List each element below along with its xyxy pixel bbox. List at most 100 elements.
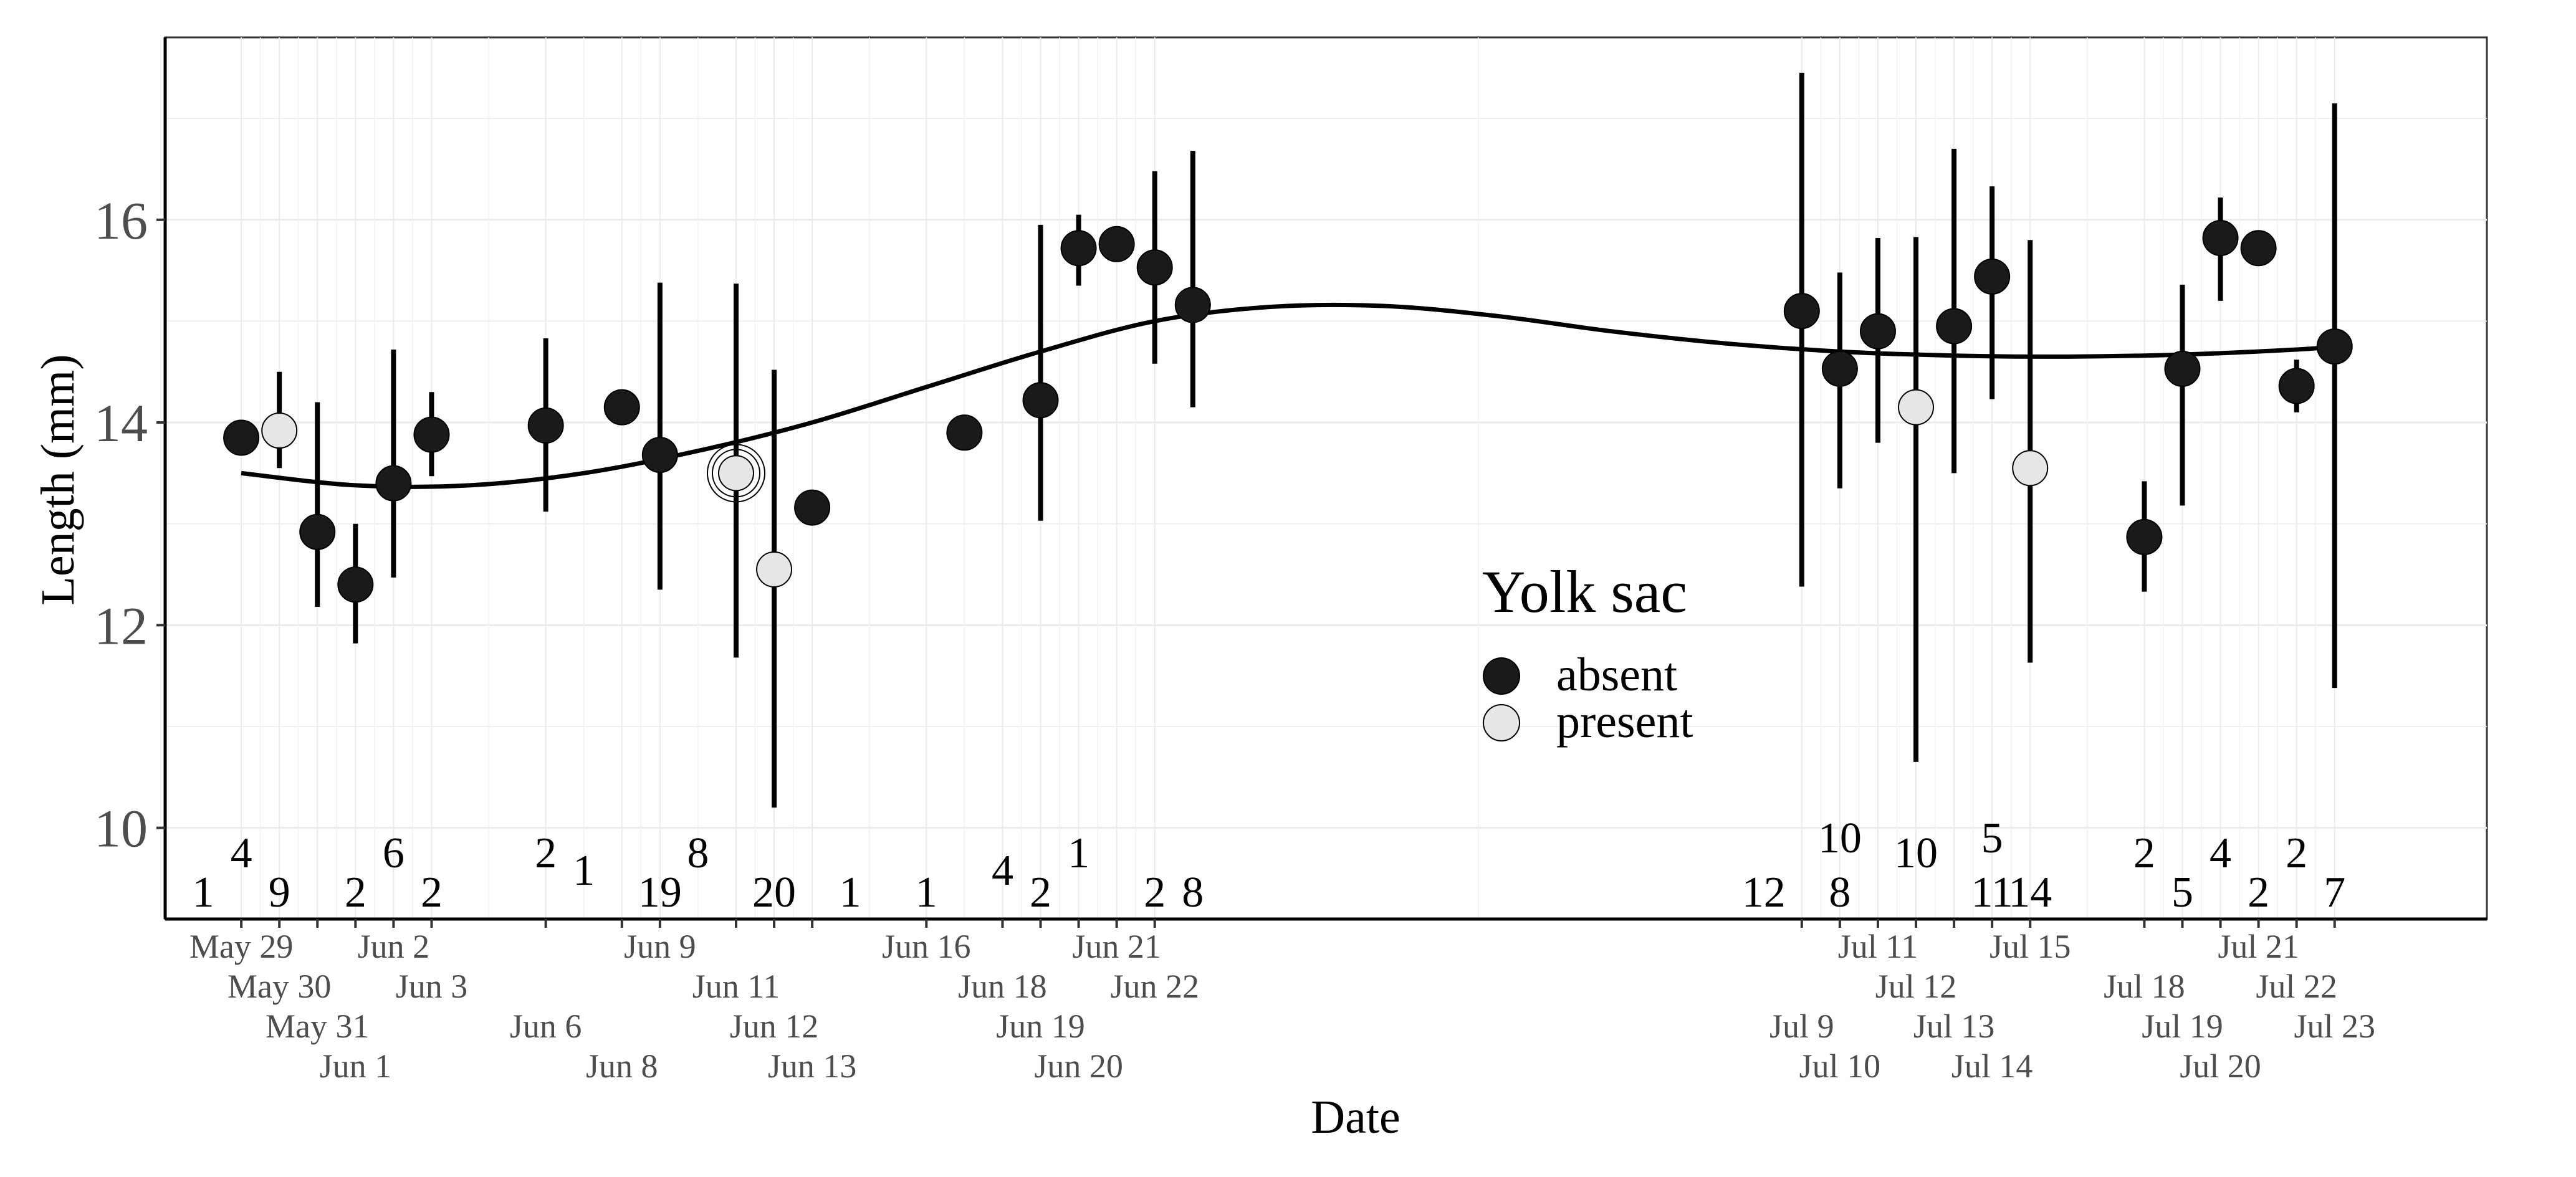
- data-points: [223, 220, 2353, 603]
- point-highlight-ring: [706, 444, 765, 503]
- sample-count-label: 4: [992, 847, 1013, 895]
- x-tick-label: Jun 3: [396, 968, 468, 1005]
- x-tick-label: Jul 11: [1838, 928, 1918, 965]
- data-point-absent: [1783, 293, 1820, 330]
- sample-count-label: 19: [638, 869, 682, 917]
- x-tick-label: Jun 2: [358, 928, 430, 965]
- data-point-absent: [1936, 308, 1973, 345]
- x-tick-label: Jun 1: [320, 1047, 392, 1085]
- x-tick-label: Jul 20: [2180, 1047, 2261, 1085]
- sample-count-label: 2: [345, 869, 366, 917]
- data-point-absent: [794, 489, 831, 526]
- sample-count-label: 20: [752, 869, 796, 917]
- x-tick-label: Jul 22: [2256, 968, 2337, 1005]
- x-tick-label: Jul 12: [1875, 968, 1957, 1005]
- sample-count-label: 14: [2008, 869, 2052, 917]
- data-point-present: [1898, 389, 1935, 426]
- data-point-absent: [1022, 382, 1059, 419]
- x-tick-label: Jun 21: [1072, 928, 1161, 965]
- x-tick-label: Jun 19: [996, 1008, 1085, 1045]
- x-tick-label: Jun 9: [624, 928, 696, 965]
- sample-count-label: 5: [1981, 814, 2003, 862]
- sample-count-label: 1: [916, 869, 937, 917]
- point-highlight-ring: [711, 449, 760, 498]
- legend-key-absent: [1483, 657, 1520, 695]
- sample-count-label: 2: [421, 869, 443, 917]
- sample-count-label: 1: [193, 869, 214, 917]
- sample-count-label: 10: [1818, 814, 1862, 862]
- sample-count-label: 4: [231, 829, 252, 877]
- x-tick-label: May 31: [266, 1008, 369, 1045]
- x-tick-label: Jun 12: [730, 1008, 819, 1045]
- x-tick-label: Jun 11: [692, 968, 780, 1005]
- data-point-present: [717, 455, 754, 492]
- data-point-absent: [375, 465, 412, 502]
- data-point-absent: [413, 416, 450, 453]
- sample-count-label: 2: [1030, 869, 1051, 917]
- data-point-absent: [1060, 230, 1097, 267]
- x-tick-label: Jul 15: [1989, 928, 2071, 965]
- data-point-present: [756, 551, 793, 588]
- x-tick-label: Jul 14: [1951, 1047, 2033, 1085]
- x-tick-label: Jul 19: [2142, 1008, 2223, 1045]
- sample-count-label: 2: [2286, 829, 2307, 877]
- x-tick-label: May 29: [189, 928, 293, 965]
- data-point-absent: [641, 437, 678, 474]
- sample-count-label: 2: [535, 829, 557, 877]
- plot-panel: [164, 36, 2488, 920]
- x-tick-label: Jun 18: [958, 968, 1047, 1005]
- sample-count-label: 1: [840, 869, 861, 917]
- y-tick-labels: 10 12 14 16: [94, 191, 148, 859]
- data-point-absent: [1821, 350, 1858, 387]
- sample-count-label: 2: [2248, 869, 2269, 917]
- sample-count-label: 2: [1144, 869, 1166, 917]
- y-axis-title: Length (mm): [32, 354, 84, 605]
- legend-key-present: [1483, 704, 1520, 741]
- x-tick-label: Jul 18: [2104, 968, 2185, 1005]
- sample-count-label: 9: [269, 869, 290, 917]
- y-tick-label: 12: [94, 596, 148, 655]
- sample-count-label: 8: [1829, 869, 1851, 917]
- x-tick-label: Jun 16: [882, 928, 971, 965]
- data-point-absent: [603, 389, 640, 426]
- x-tick-label: Jun 13: [768, 1047, 857, 1085]
- y-tick-label: 16: [94, 191, 148, 250]
- data-point-absent: [2240, 230, 2277, 267]
- x-tick-label: Jun 22: [1110, 968, 1199, 1005]
- x-tick-label: Jul 21: [2218, 928, 2299, 965]
- sample-count-label: 8: [1182, 869, 1204, 917]
- data-point-present: [261, 412, 298, 449]
- sample-count-label: 7: [2324, 869, 2345, 917]
- data-point-absent: [1974, 258, 2011, 295]
- data-point-absent: [2316, 328, 2353, 365]
- x-tick-label: Jul 9: [1769, 1008, 1834, 1045]
- data-point-absent: [2126, 518, 2163, 555]
- smooth-trend-line: [241, 302, 2335, 489]
- sample-count-label: 4: [2210, 829, 2231, 877]
- data-point-absent: [2278, 368, 2315, 404]
- axes: [156, 37, 2487, 928]
- sample-count-label: 1: [1068, 829, 1089, 877]
- data-point-absent: [1136, 249, 1173, 286]
- data-point-absent: [1859, 313, 1896, 350]
- data-point-absent: [1174, 287, 1211, 323]
- sample-count-label: 11: [1971, 869, 2013, 917]
- sample-count-label: 1: [573, 847, 595, 895]
- trend-line-layer: [241, 302, 2335, 489]
- x-tick-label: Jul 10: [1799, 1047, 1881, 1085]
- x-tick-label: Jul 23: [2294, 1008, 2375, 1045]
- grid-lines: [164, 36, 2488, 920]
- data-point-absent: [337, 566, 374, 603]
- data-point-absent: [1098, 226, 1135, 262]
- sample-count-label: 2: [2133, 829, 2155, 877]
- legend-title: Yolk sac: [1482, 558, 1687, 625]
- data-point-absent: [527, 407, 564, 444]
- data-point-absent: [2164, 350, 2201, 387]
- x-axis-title: Date: [1311, 1091, 1400, 1143]
- data-point-absent: [299, 513, 336, 550]
- x-tick-label: May 30: [227, 968, 331, 1005]
- data-point-absent: [2202, 220, 2239, 257]
- y-tick-label: 10: [94, 799, 148, 859]
